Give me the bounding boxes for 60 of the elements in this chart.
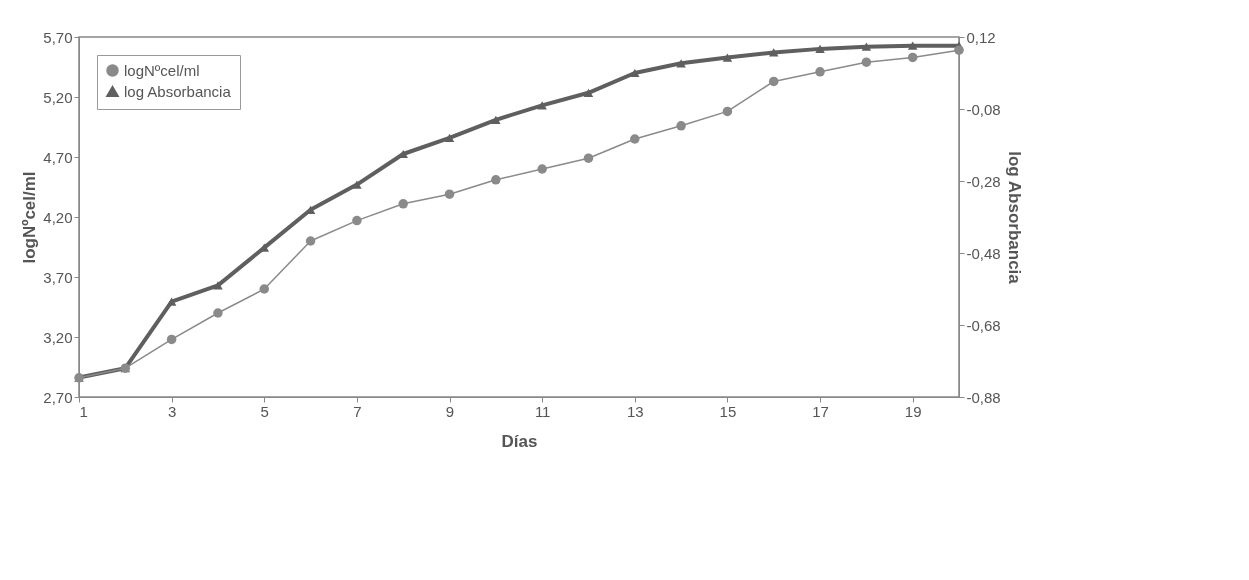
point — [537, 164, 547, 174]
point — [352, 215, 362, 226]
point — [630, 134, 640, 144]
point — [213, 281, 223, 290]
point — [954, 45, 964, 55]
y-tick-label: 5,20 — [43, 88, 73, 106]
y-tick-label: 3,20 — [43, 328, 73, 346]
point — [305, 236, 316, 246]
point — [444, 189, 455, 199]
legend-label: logNºcel/ml — [124, 61, 200, 79]
x-tick-label: 5 — [260, 402, 269, 420]
point — [861, 57, 872, 67]
point — [907, 52, 918, 63]
point — [213, 308, 223, 318]
point — [768, 48, 779, 57]
point — [166, 334, 177, 345]
x-tick-label: 7 — [353, 402, 362, 420]
x-tick-label: 3 — [167, 402, 177, 420]
legend-label: log Absorbancia — [124, 82, 232, 100]
point — [537, 101, 547, 110]
y2-tick-label: -0,08 — [966, 100, 1001, 118]
y2-tick-label: -0,48 — [966, 244, 1001, 262]
y-axis-title: logNºcel/ml — [20, 171, 40, 264]
point — [676, 121, 686, 131]
y2-tick-label: -0,68 — [966, 316, 1001, 334]
point — [722, 53, 733, 62]
x-tick-label: 11 — [534, 402, 551, 420]
point — [352, 180, 362, 189]
x-tick-label: 19 — [904, 402, 922, 420]
point — [768, 76, 779, 87]
y-tick-label: 3,70 — [43, 268, 73, 286]
point — [815, 67, 825, 77]
point — [676, 59, 686, 68]
point — [259, 284, 270, 294]
point — [583, 88, 594, 97]
y2-axis-title: log Absorbancia — [1004, 151, 1024, 285]
y-tick-label: 5,70 — [43, 28, 73, 46]
x-axis-title: Días — [501, 431, 538, 451]
y-tick-label: 4,70 — [43, 148, 73, 166]
y-tick-label: 2,70 — [43, 388, 73, 406]
point — [398, 199, 408, 209]
point — [630, 68, 640, 78]
point — [815, 44, 825, 53]
x-tick-label: 17 — [812, 402, 829, 420]
y-tick-label: 4,20 — [43, 208, 73, 226]
point — [583, 153, 594, 163]
point — [861, 42, 872, 51]
x-tick-label: 9 — [445, 402, 455, 420]
x-tick-label: 15 — [719, 402, 737, 420]
x-tick-label: 1 — [79, 402, 88, 420]
point — [722, 106, 733, 117]
x-tick-label: 13 — [626, 402, 644, 420]
point — [491, 115, 501, 124]
point — [491, 175, 501, 185]
y2-tick-label: 0,12 — [966, 28, 996, 46]
point — [444, 133, 455, 142]
point — [166, 297, 177, 306]
y2-tick-label: -0,28 — [966, 172, 1001, 190]
point — [907, 41, 918, 50]
y2-tick-label: -0,88 — [966, 388, 1001, 406]
